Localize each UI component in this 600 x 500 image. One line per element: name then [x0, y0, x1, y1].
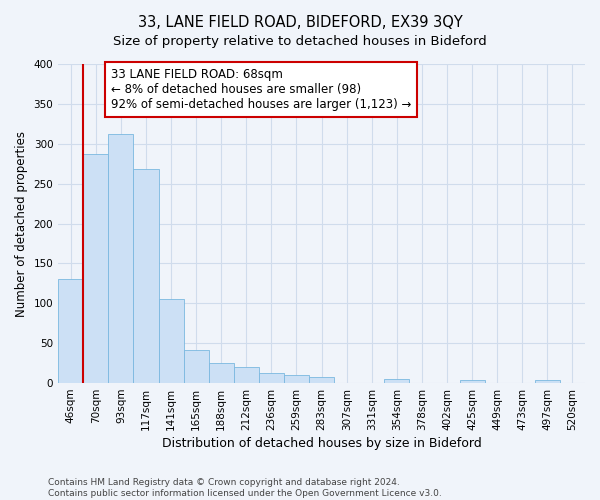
Text: 33, LANE FIELD ROAD, BIDEFORD, EX39 3QY: 33, LANE FIELD ROAD, BIDEFORD, EX39 3QY [137, 15, 463, 30]
Bar [234, 367, 259, 383]
Text: Size of property relative to detached houses in Bideford: Size of property relative to detached ho… [113, 35, 487, 48]
Text: 33 LANE FIELD ROAD: 68sqm
← 8% of detached houses are smaller (98)
92% of semi-d: 33 LANE FIELD ROAD: 68sqm ← 8% of detach… [111, 68, 411, 111]
Bar [133, 170, 158, 383]
X-axis label: Distribution of detached houses by size in Bideford: Distribution of detached houses by size … [162, 437, 481, 450]
Bar [158, 298, 184, 383]
Bar [58, 280, 83, 383]
Bar [284, 375, 309, 383]
Bar [535, 380, 560, 383]
Y-axis label: Number of detached properties: Number of detached properties [15, 130, 28, 316]
Bar [209, 363, 234, 383]
Bar [109, 134, 133, 383]
Bar [460, 380, 485, 383]
Bar [83, 154, 109, 383]
Bar [309, 376, 334, 383]
Bar [385, 379, 409, 383]
Bar [184, 350, 209, 383]
Text: Contains HM Land Registry data © Crown copyright and database right 2024.
Contai: Contains HM Land Registry data © Crown c… [48, 478, 442, 498]
Bar [259, 372, 284, 383]
